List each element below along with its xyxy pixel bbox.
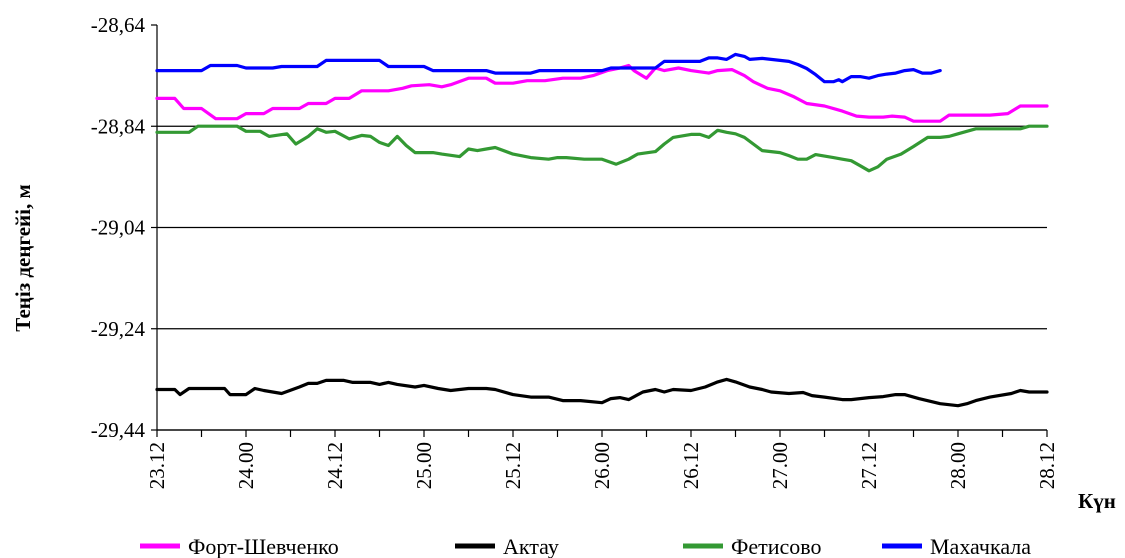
x-tick-label: 28.12 bbox=[1035, 442, 1059, 489]
x-tick-label: 26.00 bbox=[590, 442, 614, 489]
legend: Форт-Шевченко Актау Фетисово Махачкала bbox=[140, 534, 1031, 558]
x-tick-label: 28.00 bbox=[946, 442, 970, 489]
x-tick-labels: 23.12 24.00 24.12 25.00 25.12 26.00 26.12 27.00… bbox=[145, 442, 1059, 489]
x-axis-label: Күн bbox=[1078, 489, 1116, 513]
series-line-2 bbox=[155, 377, 1049, 408]
legend-label: Актау bbox=[503, 534, 559, 558]
x-tick-label: 27.12 bbox=[857, 442, 881, 489]
y-tick-label: -28,84 bbox=[91, 114, 146, 138]
x-tick-label: 24.12 bbox=[323, 442, 347, 489]
series-line-3 bbox=[155, 124, 1049, 173]
y-tick-label: -29,24 bbox=[91, 317, 146, 341]
series-line-4 bbox=[155, 52, 942, 84]
y-tick-label: -29,04 bbox=[91, 216, 146, 240]
x-tick-label: 24.00 bbox=[234, 442, 258, 489]
series bbox=[155, 52, 1049, 408]
y-tick-label: -28,64 bbox=[91, 13, 146, 37]
x-tick-label: 25.12 bbox=[501, 442, 525, 489]
x-tick-label: 23.12 bbox=[145, 442, 169, 489]
legend-label: Форт-Шевченко bbox=[188, 534, 339, 558]
legend-label: Махачкала bbox=[930, 534, 1031, 558]
x-tick-label: 27.00 bbox=[768, 442, 792, 489]
y-tick-labels: -28,64 -28,84 -29,04 -29,24 -29,44 bbox=[91, 13, 146, 442]
axes bbox=[151, 24, 1048, 437]
y-axis-label: Теңіз деңгейі, м bbox=[11, 184, 35, 332]
x-tick-label: 26.12 bbox=[679, 442, 703, 489]
y-tick-label: -29,44 bbox=[91, 418, 146, 442]
legend-label: Фетисово bbox=[731, 534, 822, 558]
x-tick-label: 25.00 bbox=[412, 442, 436, 489]
